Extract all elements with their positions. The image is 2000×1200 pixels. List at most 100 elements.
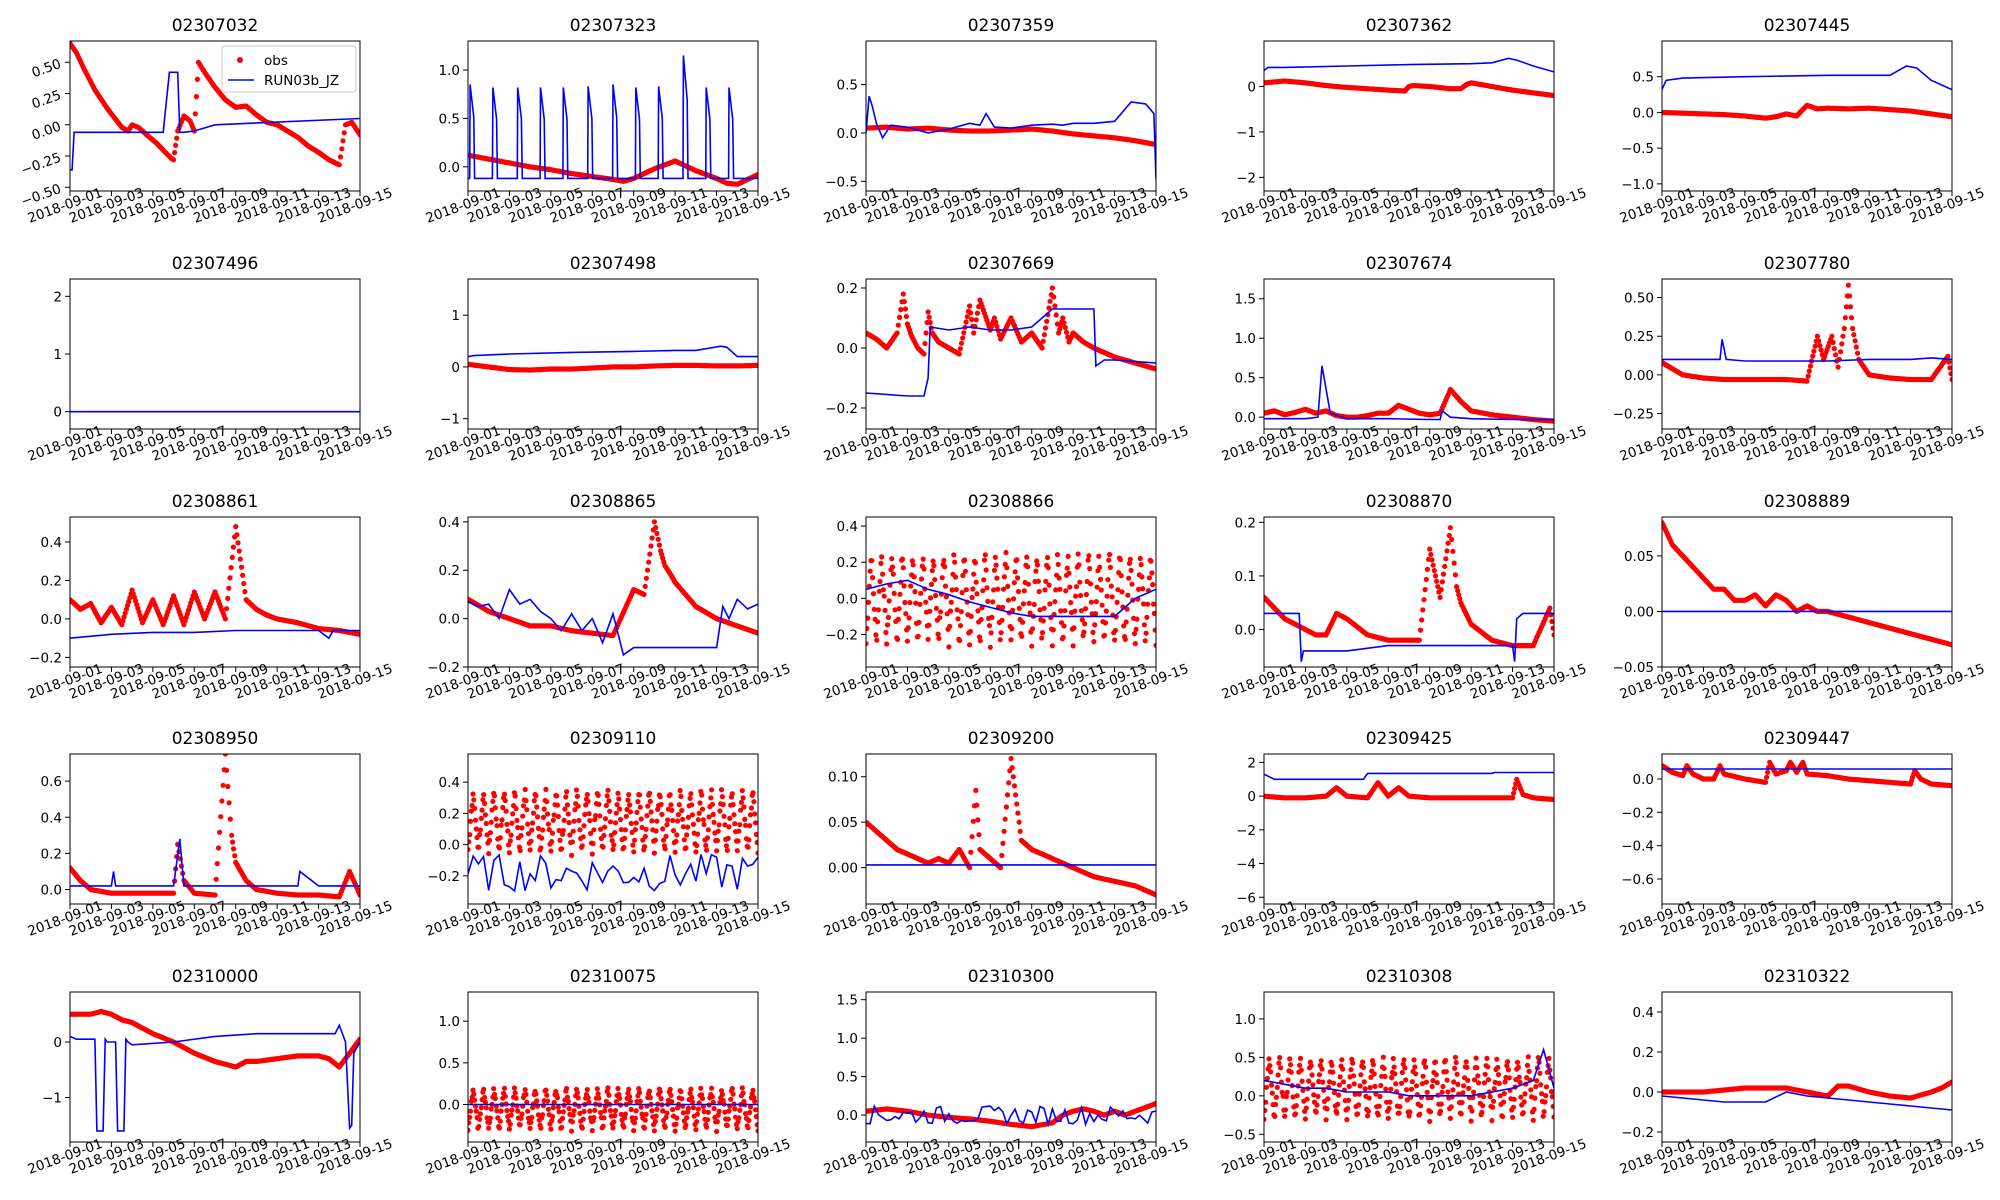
obs-point	[1142, 638, 1148, 644]
obs-point	[627, 802, 633, 808]
obs-point	[1124, 606, 1130, 612]
obs-point	[571, 818, 577, 824]
obs-point	[754, 839, 758, 846]
model-line	[70, 838, 360, 887]
obs-point	[922, 340, 928, 347]
obs-point	[535, 825, 542, 832]
obs-point	[491, 793, 498, 799]
y-tick-label: −0.25	[1613, 407, 1654, 423]
obs-point	[1040, 618, 1046, 624]
obs-point	[570, 828, 576, 834]
obs-point	[472, 817, 479, 823]
obs-point	[574, 793, 581, 800]
obs-point	[223, 606, 230, 612]
obs-point	[726, 824, 732, 830]
y-tick-label: 0.4	[439, 515, 460, 531]
plot-area	[70, 524, 360, 640]
obs-point	[1040, 338, 1046, 344]
obs-point	[1055, 561, 1061, 568]
obs-point	[476, 844, 482, 850]
obs-point	[978, 616, 984, 623]
obs-point	[1087, 581, 1094, 587]
obs-point	[699, 806, 706, 812]
obs-point	[866, 615, 871, 621]
obs-point	[973, 317, 979, 323]
obs-point	[1045, 565, 1051, 571]
obs-point	[564, 789, 570, 795]
obs-point	[470, 791, 476, 797]
obs-point	[962, 568, 969, 574]
obs-point	[214, 861, 220, 867]
obs-point	[1850, 325, 1856, 332]
obs-point	[883, 629, 889, 636]
obs-point	[1851, 332, 1857, 338]
obs-point	[1143, 630, 1149, 636]
obs-point	[1068, 600, 1074, 606]
obs-point	[1810, 353, 1816, 359]
obs-point	[1432, 573, 1439, 579]
obs-point	[894, 636, 901, 643]
y-tick-label: −1	[440, 412, 460, 428]
obs-point	[240, 572, 246, 578]
plot-area	[1662, 520, 1952, 648]
obs-point	[1102, 620, 1109, 626]
axes-frame	[69, 753, 361, 905]
obs-point	[636, 792, 643, 798]
obs-point	[663, 833, 669, 840]
obs-point	[527, 847, 533, 853]
obs-point	[952, 559, 958, 565]
obs-point	[504, 821, 510, 827]
obs-point	[1847, 304, 1854, 310]
obs-point	[1071, 625, 1077, 631]
obs-point	[981, 557, 988, 563]
obs-point	[1105, 577, 1111, 583]
obs-point	[598, 826, 604, 832]
obs-point	[336, 162, 342, 168]
obs-point	[544, 811, 551, 817]
obs-point	[969, 594, 975, 601]
obs-point	[1148, 558, 1154, 564]
obs-point	[716, 822, 722, 828]
obs-point	[1138, 562, 1144, 568]
obs-point	[867, 568, 873, 574]
plot-area	[866, 95, 1156, 180]
obs-point	[1945, 353, 1951, 359]
obs-point	[917, 601, 923, 607]
obs-point	[592, 817, 598, 823]
obs-point	[649, 535, 655, 541]
obs-point	[1807, 363, 1814, 369]
obs-point	[229, 554, 235, 561]
obs-point	[675, 812, 682, 818]
obs-point	[1846, 293, 1853, 299]
obs-point	[1025, 581, 1031, 587]
obs-point	[540, 814, 547, 820]
obs-point	[738, 807, 744, 813]
obs-point	[890, 571, 896, 577]
subplot-02307032: 023070320.500.250.00−0.25−0.502018-09-01…	[19, 16, 395, 227]
obs-point	[654, 530, 660, 537]
obs-point	[1123, 619, 1129, 625]
obs-point	[235, 540, 241, 546]
obs-point	[1036, 588, 1042, 595]
obs-point	[725, 835, 731, 842]
obs-point	[941, 557, 947, 564]
subplot-02307669: 023076690.20.0−0.22018-09-012018-09-0320…	[822, 254, 1191, 465]
y-tick-label: 0	[451, 360, 460, 376]
obs-point	[566, 820, 572, 826]
obs-point	[1027, 610, 1033, 616]
obs-point	[1550, 625, 1554, 631]
obs-point	[1948, 371, 1952, 377]
obs-point	[225, 783, 231, 790]
obs-point	[910, 562, 916, 568]
axes-frame	[1661, 516, 1953, 668]
obs-point	[1153, 642, 1156, 648]
obs-point	[1003, 804, 1010, 810]
obs-point	[1067, 584, 1073, 590]
obs-point	[918, 590, 924, 596]
obs-point	[653, 525, 659, 531]
obs-point	[1853, 344, 1859, 350]
obs-point	[1011, 783, 1018, 789]
subplot-title: 02307780	[1764, 254, 1851, 274]
obs-point	[539, 835, 545, 841]
obs-point	[877, 578, 883, 585]
